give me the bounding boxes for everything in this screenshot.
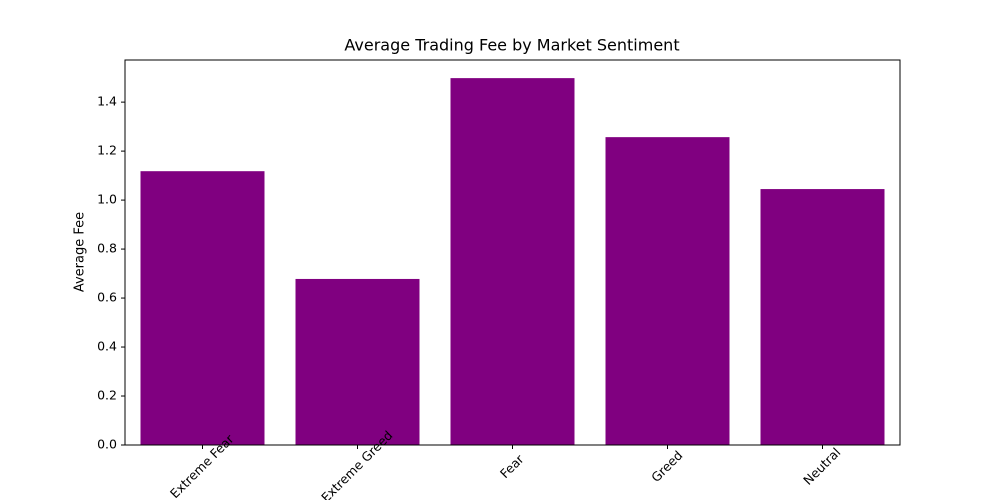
bar [605, 137, 730, 445]
bar [140, 171, 265, 445]
x-tick-label: Fear [497, 451, 527, 481]
x-tick-label: Neutral [800, 445, 843, 488]
bar [295, 278, 420, 445]
y-tick-label: 0.4 [97, 339, 117, 354]
bar [450, 78, 575, 445]
y-tick-label: 1.2 [97, 143, 117, 158]
bar [760, 189, 885, 445]
plot-frame [124, 59, 901, 446]
y-tick-label: 1.4 [97, 94, 117, 109]
chart-title: Average Trading Fee by Market Sentiment [344, 36, 679, 55]
y-axis-label: Average Fee [73, 212, 88, 292]
y-tick-label: 1.0 [97, 192, 117, 207]
y-tick-label: 0.8 [97, 241, 117, 256]
y-tick-label: 0.0 [97, 437, 117, 452]
y-tick-label: 0.2 [97, 388, 117, 403]
y-tick-label: 0.6 [97, 290, 117, 305]
x-tick-label: Greed [648, 448, 685, 485]
